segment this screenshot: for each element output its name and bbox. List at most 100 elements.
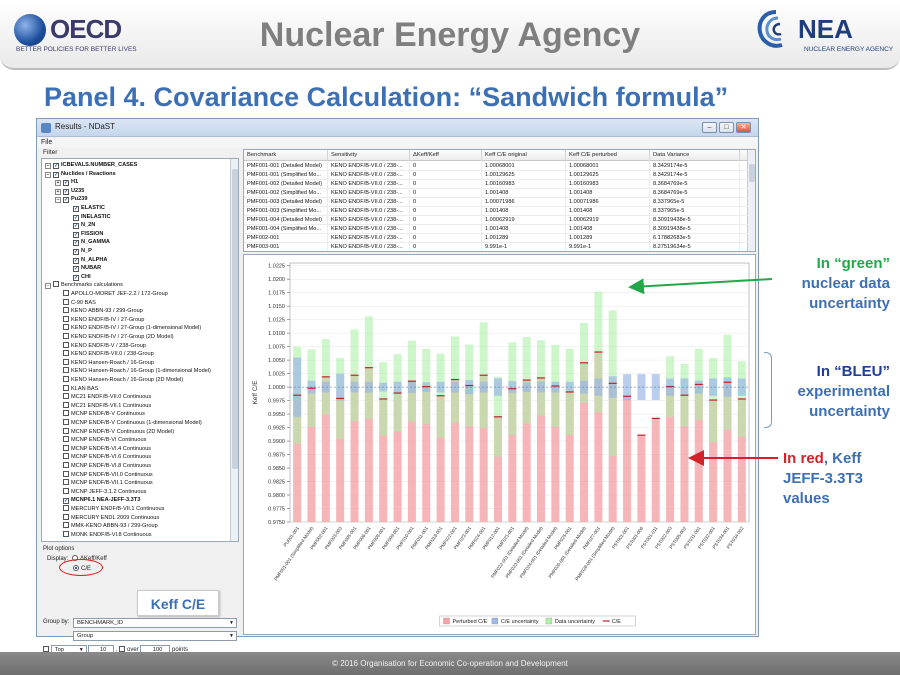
tree-item[interactable]: – ✓ Nuclides / Reactions — [45, 170, 116, 178]
tree-checkbox[interactable] — [63, 298, 69, 305]
tree-item[interactable]: KENO ENDF/B-IV / 27-Group (2D Model) — [55, 333, 174, 341]
table-row[interactable]: PMF001-004 (Simplified Mo... KENO ENDF/B-… — [244, 225, 748, 234]
table-row[interactable]: PMF002-001 KENO ENDF/B-VII.0 / 238-... 0 1.… — [244, 234, 748, 243]
tree-item[interactable]: MC21 ENDF/B-VII.0 Continuous — [55, 393, 151, 401]
column-header[interactable]: Keff C/E perturbed — [566, 150, 650, 161]
table-row[interactable]: PMF001-004 (Detailed Model) KENO ENDF/B-V… — [244, 216, 748, 225]
results-table[interactable]: Benchmark Sensitivity ΔKeff/Keff Keff C/E o… — [243, 149, 756, 252]
tree-item[interactable]: – ✓ Pu239 — [55, 195, 87, 204]
column-header[interactable]: Data Variance — [650, 150, 740, 161]
tree-checkbox[interactable]: ✓ — [73, 214, 79, 221]
filter-tree[interactable]: – ✓ ICBEVALS.NUMBER_CASES – ✓ Nuclides / Reac… — [41, 158, 239, 542]
collapse-icon[interactable]: – — [45, 283, 51, 290]
tree-item[interactable]: MCNP ENDF/B-VI Continuous — [55, 436, 146, 444]
tree-item[interactable]: ✓ N_P — [65, 247, 92, 255]
tree-checkbox[interactable] — [53, 281, 59, 288]
expand-icon[interactable]: + — [55, 180, 61, 187]
tree-item[interactable]: KENO Hansen-Roach / 16-Group — [55, 358, 154, 367]
tree-scroll-thumb[interactable] — [232, 169, 238, 469]
tree-checkbox[interactable] — [63, 393, 69, 400]
tree-item[interactable]: MCNP ENDF/B-V Continuous — [55, 410, 145, 418]
tree-item[interactable]: ✓ N_ALPHA — [65, 256, 107, 264]
tree-item[interactable]: KENO Hansen-Roach / 16-Group (2D Model) — [55, 376, 183, 384]
table-row[interactable]: PMF003-001 KENO ENDF/B-VII.0 / 238-... 0 9.… — [244, 243, 748, 251]
tree-item[interactable]: ✓ ELASTIC — [65, 204, 105, 212]
tree-item[interactable]: – ✓ ICBEVALS.NUMBER_CASES — [45, 161, 137, 169]
collapse-icon[interactable]: – — [45, 163, 51, 169]
tree-item[interactable]: + ✓ H1 — [55, 178, 78, 187]
tree-checkbox[interactable] — [63, 376, 69, 382]
tree-item[interactable]: ✓ FISSION — [65, 230, 103, 238]
tree-item[interactable]: ✓ N_GAMMA — [65, 238, 110, 247]
tree-checkbox[interactable] — [63, 444, 69, 451]
tree-checkbox[interactable] — [63, 350, 69, 357]
tree-checkbox[interactable] — [63, 419, 69, 425]
tree-item[interactable]: C-90 BAS — [55, 298, 96, 307]
tree-checkbox[interactable]: ✓ — [73, 231, 79, 238]
tree-item[interactable]: KENO Hansen-Roach / 16-Group (1-dimensio… — [55, 367, 211, 375]
column-header[interactable]: Benchmark — [244, 150, 328, 161]
tree-item[interactable]: KLAN BAS — [55, 384, 98, 393]
tree-checkbox[interactable] — [63, 290, 69, 296]
window-titlebar[interactable]: Results - NDaST – □ ✕ — [37, 119, 758, 137]
table-row[interactable]: PMF001-002 (Detailed Model) KENO ENDF/B-V… — [244, 180, 748, 189]
tree-checkbox[interactable]: ✓ — [53, 163, 59, 169]
tree-item[interactable]: MCNP ENDF/B-V Continuous (2D Model) — [55, 427, 174, 436]
tree-checkbox[interactable]: ✓ — [63, 498, 69, 505]
table-scrollbar[interactable] — [747, 150, 755, 251]
column-header[interactable]: Keff C/E original — [482, 150, 566, 161]
tree-checkbox[interactable] — [63, 453, 69, 460]
tree-checkbox[interactable] — [63, 487, 69, 494]
tree-item[interactable]: ✓ MCNP6.1 NEA-JEFF-3.3T3 — [55, 496, 140, 505]
tree-checkbox[interactable]: ✓ — [73, 249, 79, 255]
tree-checkbox[interactable] — [63, 384, 69, 391]
tree-item[interactable]: ✓ INELASTIC — [65, 213, 111, 221]
table-scroll-thumb[interactable] — [749, 164, 755, 182]
tree-item[interactable]: – Benchmarks calculations — [45, 281, 123, 290]
tree-item[interactable]: ✓ N_2N — [65, 221, 95, 230]
tree-item[interactable]: KENO ENDF/B-V / 238-Group — [55, 341, 146, 350]
tree-item[interactable]: MONK ENDF/B-VI.8 Continuous — [55, 530, 152, 539]
tree-checkbox[interactable] — [63, 307, 69, 314]
expand-icon[interactable]: + — [55, 188, 61, 195]
tree-checkbox[interactable] — [63, 324, 69, 331]
tree-item[interactable]: MCNP ENDF/B-VI.4 Continuous — [55, 444, 151, 453]
tree-item[interactable]: MC21 ENDF/B-VII.1 Continuous — [55, 401, 151, 410]
tree-checkbox[interactable] — [63, 470, 69, 477]
tree-checkbox[interactable]: ✓ — [63, 188, 69, 195]
tree-checkbox[interactable]: ✓ — [73, 266, 79, 273]
group-select[interactable]: Group ▼ — [73, 631, 237, 641]
column-header[interactable]: ΔKeff/Keff — [410, 150, 482, 161]
tree-item[interactable]: MCNP ENDF/B-VII.1 Continuous — [55, 479, 153, 487]
collapse-icon[interactable]: – — [45, 171, 51, 178]
tree-checkbox[interactable]: ✓ — [73, 223, 79, 230]
tree-item[interactable]: ✓ CHI — [65, 273, 91, 281]
table-row[interactable]: PMF001-003 (Detailed Model) KENO ENDF/B-V… — [244, 198, 748, 207]
tree-item[interactable]: MCNP ENDF/B-VI.6 Continuous — [55, 453, 151, 461]
close-button[interactable]: ✕ — [736, 122, 751, 133]
tree-scrollbar[interactable] — [230, 159, 238, 541]
tree-item[interactable]: KENO ABBN-93 / 299-Group — [55, 307, 143, 315]
tree-item[interactable]: ✓ NUBAR — [65, 264, 101, 273]
column-header[interactable]: Sensitivity — [328, 150, 410, 161]
tree-checkbox[interactable] — [63, 427, 69, 434]
tree-item[interactable]: MCNP ENDF/B-VII.0 Continuous — [55, 470, 153, 479]
tree-checkbox[interactable] — [63, 505, 69, 511]
tree-item[interactable]: + ✓ U235 — [55, 187, 84, 195]
table-row[interactable]: PMF001-001 (Detailed Model) KENO ENDF/B-V… — [244, 162, 748, 171]
group-by-select[interactable]: BENCHMARK_ID ▼ — [73, 618, 237, 628]
tree-checkbox[interactable]: ✓ — [73, 240, 79, 247]
tree-item[interactable]: MCNP ENDF/B-VI.8 Continuous — [55, 462, 151, 470]
table-row[interactable]: PMF001-002 (Simplified Mo... KENO ENDF/B-… — [244, 189, 748, 198]
tree-checkbox[interactable]: ✓ — [53, 171, 59, 178]
tree-checkbox[interactable] — [63, 410, 69, 417]
tree-checkbox[interactable] — [63, 315, 69, 322]
tree-checkbox[interactable] — [63, 479, 69, 486]
table-row[interactable]: PMF001-001 (Simplified Mo... KENO ENDF/B-… — [244, 171, 748, 180]
tree-item[interactable]: MERCURY ENDF/B-VII.1 Continuous — [55, 505, 164, 513]
tree-checkbox[interactable]: ✓ — [63, 180, 69, 187]
tree-checkbox[interactable]: ✓ — [73, 206, 79, 212]
tree-checkbox[interactable] — [63, 513, 69, 520]
tree-item[interactable]: KENO ENDF/B-IV / 27-Group (1-dimensional… — [55, 324, 201, 332]
tree-checkbox[interactable] — [63, 522, 69, 529]
